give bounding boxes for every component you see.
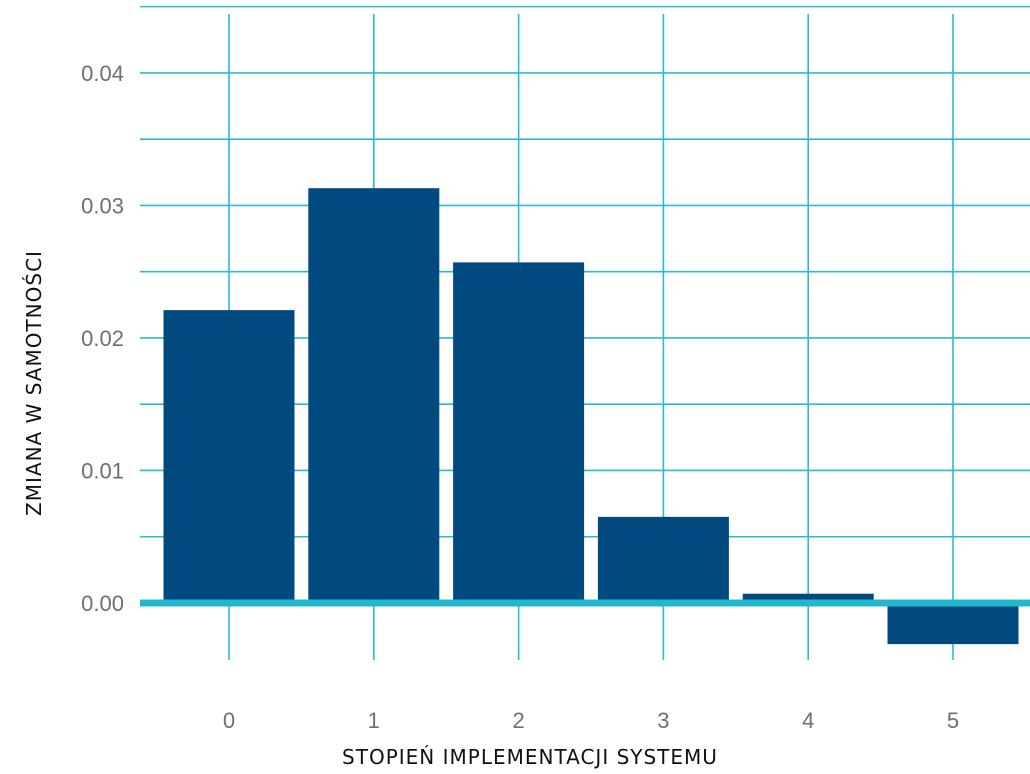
x-axis-title: STOPIEŃ IMPLEMENTACJI SYSTEMU bbox=[342, 745, 718, 769]
y-tick-label: 0.03 bbox=[81, 193, 124, 218]
x-tick-labels: 0 1 2 3 4 5 bbox=[223, 708, 959, 733]
bars bbox=[163, 188, 1019, 645]
bar-2 bbox=[453, 262, 585, 604]
y-tick-labels: 0.00 0.01 0.02 0.03 0.04 bbox=[81, 61, 124, 616]
x-tick-label: 1 bbox=[368, 708, 380, 733]
y-axis-title: ZMIANA W SAMOTNOŚCI bbox=[22, 250, 46, 516]
y-tick-label: 0.01 bbox=[81, 458, 124, 483]
bar-3 bbox=[597, 516, 729, 604]
x-tick-label: 3 bbox=[657, 708, 669, 733]
y-tick-label: 0.00 bbox=[81, 591, 124, 616]
x-tick-label: 2 bbox=[512, 708, 524, 733]
bar-0 bbox=[163, 310, 295, 604]
bar-4 bbox=[742, 593, 874, 604]
bar-1 bbox=[308, 188, 440, 604]
bar-5 bbox=[887, 603, 1019, 645]
y-tick-label: 0.04 bbox=[81, 61, 124, 86]
x-tick-label: 5 bbox=[947, 708, 959, 733]
x-tick-label: 0 bbox=[223, 708, 235, 733]
x-tick-label: 4 bbox=[802, 708, 814, 733]
y-tick-label: 0.02 bbox=[81, 326, 124, 351]
